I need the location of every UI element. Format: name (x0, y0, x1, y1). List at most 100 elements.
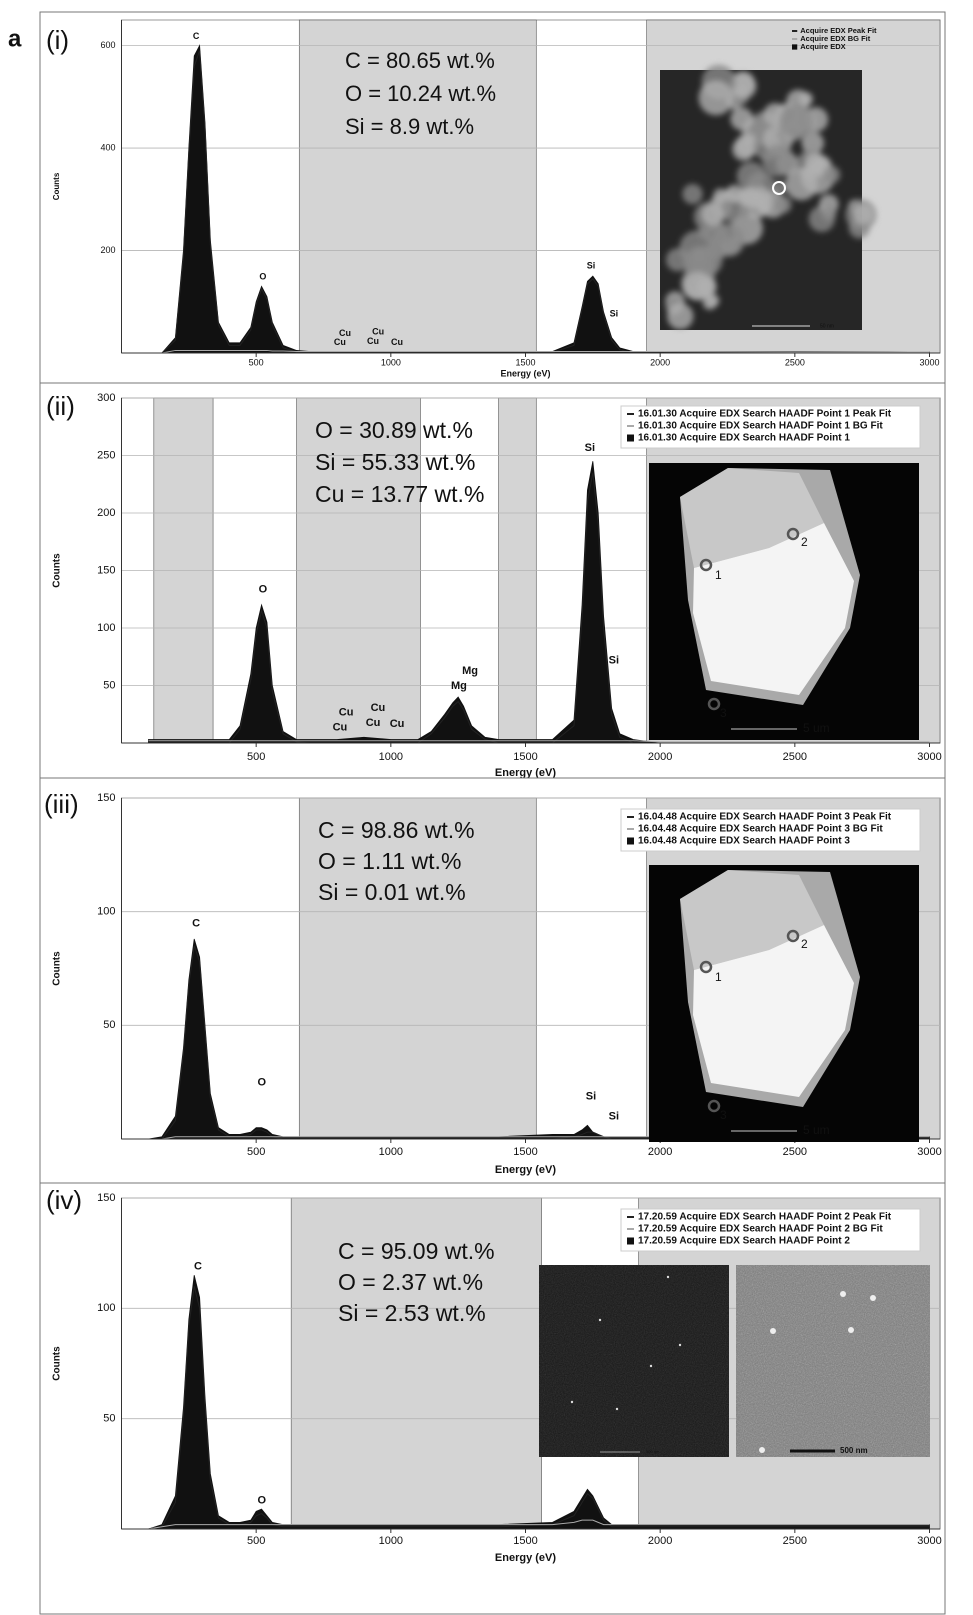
y-tick-label: 300 (97, 392, 115, 404)
x-tick-label: 2000 (648, 1535, 672, 1547)
legend-label: 17.20.59 Acquire EDX Search HAADF Point … (638, 1236, 850, 1247)
peak-label: Cu (390, 718, 405, 730)
x-axis-label: Energy (eV) (500, 368, 550, 378)
particle-blob (699, 80, 734, 115)
inset-noise (539, 1265, 729, 1457)
legend-label: 16.04.48 Acquire EDX Search HAADF Point … (638, 824, 883, 835)
peak-label: Si (586, 1090, 596, 1102)
y-tick-label: 50 (103, 1413, 115, 1425)
particle-blob (785, 168, 817, 200)
x-tick-label: 500 (247, 1146, 265, 1158)
inset-noise (736, 1265, 930, 1457)
peak-label: Cu (339, 706, 354, 718)
peak-label: Si (585, 442, 595, 454)
panel-label: (iv) (46, 1185, 82, 1215)
x-tick-label: 1500 (513, 1535, 537, 1547)
panel-label: (i) (46, 25, 69, 55)
panel: 5010015020025030050010001500200025003000… (40, 383, 945, 779)
legend-label: 16.04.48 Acquire EDX Search HAADF Point … (638, 812, 892, 823)
particle-blob (696, 277, 716, 297)
y-tick-label: 400 (100, 142, 115, 152)
bright-spot (848, 1327, 854, 1333)
x-tick-label: 3000 (917, 1146, 941, 1158)
peak-label: Mg (462, 665, 478, 677)
legend-label: 17.20.59 Acquire EDX Search HAADF Point … (638, 1212, 892, 1223)
scale-label: 50 nm (820, 323, 834, 329)
bright-spot (599, 1319, 601, 1321)
x-tick-label: 2500 (783, 751, 807, 763)
particle-blob (703, 296, 717, 310)
x-tick-label: 1500 (515, 357, 535, 367)
composition-label: C = 80.65 wt.% (345, 48, 495, 73)
x-tick-label: 1000 (379, 751, 403, 763)
composition-label: Si = 2.53 wt.% (338, 1300, 486, 1326)
y-tick-label: 150 (97, 564, 115, 576)
y-axis-label: Counts (52, 172, 61, 200)
x-tick-label: 1500 (513, 1146, 537, 1158)
particle-blob (730, 108, 753, 131)
peak-label: C (192, 917, 200, 929)
y-axis-label: Counts (52, 1346, 63, 1381)
peak-label: Cu (372, 326, 384, 336)
peak-label: O (259, 583, 268, 595)
panel-label: (iii) (44, 789, 79, 819)
x-tick-label: 2500 (785, 357, 805, 367)
composition-label: O = 2.37 wt.% (338, 1269, 483, 1295)
legend-swatch (792, 44, 797, 49)
legend-swatch (627, 1238, 634, 1245)
particle-blob (725, 185, 743, 203)
composition-label: O = 30.89 wt.% (315, 417, 473, 443)
x-tick-label: 2500 (783, 1146, 807, 1158)
x-tick-label: 500 (249, 357, 264, 367)
y-tick-label: 150 (97, 792, 115, 804)
scale-label: 5 um (803, 721, 830, 735)
particle-blob (682, 184, 702, 204)
bright-spot (770, 1328, 776, 1334)
composition-label: Si = 8.9 wt.% (345, 114, 474, 139)
y-tick-label: 50 (103, 1019, 115, 1031)
y-tick-label: 100 (97, 906, 115, 918)
bright-spot (616, 1408, 618, 1410)
peak-label: Cu (371, 702, 386, 714)
legend-label: Acquire EDX (800, 42, 845, 51)
legend-label: 16.04.48 Acquire EDX Search HAADF Point … (638, 836, 850, 847)
particle-blob (823, 166, 841, 184)
particle-blob (762, 144, 795, 177)
legend-label: 16.01.30 Acquire EDX Search HAADF Point … (638, 421, 883, 432)
particle-blob (713, 188, 727, 202)
point-label: 1 (715, 568, 722, 582)
bright-spot (759, 1447, 765, 1453)
particle-blob (853, 204, 873, 224)
particle-blob (779, 104, 814, 139)
x-tick-label: 3000 (917, 751, 941, 763)
y-tick-label: 200 (97, 507, 115, 519)
peak-label: Cu (391, 337, 403, 347)
legend-label: 17.20.59 Acquire EDX Search HAADF Point … (638, 1224, 883, 1235)
y-tick-label: 100 (97, 622, 115, 634)
composition-label: C = 95.09 wt.% (338, 1238, 495, 1264)
x-tick-label: 3000 (917, 1535, 941, 1547)
peak-label: Si (609, 655, 619, 667)
legend-swatch (627, 838, 634, 845)
x-tick-label: 1000 (379, 1146, 403, 1158)
x-tick-label: 2000 (648, 1146, 672, 1158)
point-label: 3 (720, 706, 727, 720)
y-tick-label: 50 (103, 679, 115, 691)
figure: a 20040060050010001500200025003000Energy… (0, 0, 973, 1615)
composition-label: Si = 55.33 wt.% (315, 449, 475, 475)
x-tick-label: 2000 (650, 357, 670, 367)
panel-label: (ii) (46, 391, 75, 421)
y-tick-label: 200 (100, 245, 115, 255)
composition-label: O = 1.11 wt.% (318, 848, 461, 874)
particle-blob (737, 162, 766, 191)
peak-label: O (258, 1077, 267, 1089)
bright-spot (840, 1291, 846, 1297)
bright-spot (571, 1401, 573, 1403)
scale-label: 500 nm (646, 1449, 660, 1454)
peak-label: Si (587, 260, 596, 270)
figure-label: a (8, 25, 22, 52)
bright-spot (679, 1344, 681, 1346)
x-tick-label: 500 (247, 751, 265, 763)
point-label: 2 (801, 535, 808, 549)
x-tick-label: 3000 (919, 357, 939, 367)
